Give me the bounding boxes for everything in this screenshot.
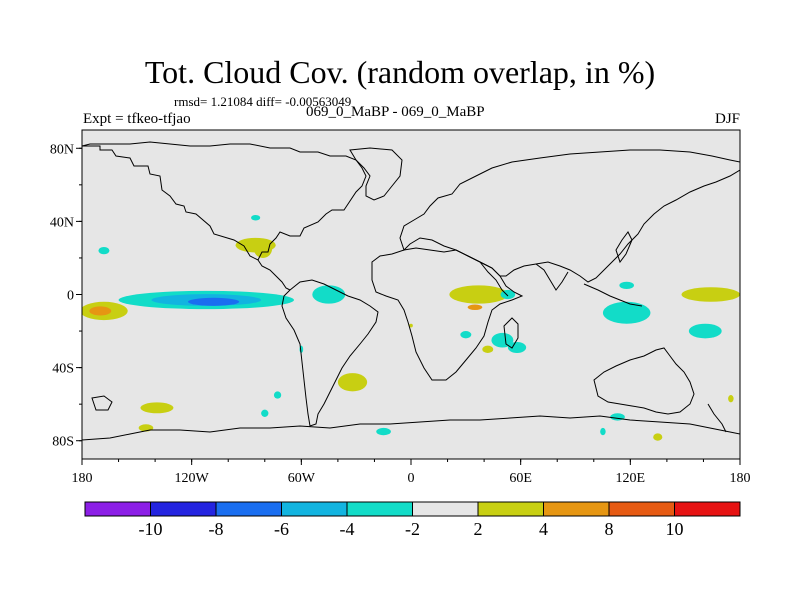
anomaly-region <box>507 342 527 353</box>
x-tick-label: 60W <box>288 471 316 486</box>
colorbar-label: -4 <box>340 519 355 539</box>
colorbar-swatch <box>543 501 610 517</box>
colorbar-swatch <box>281 501 348 517</box>
colorbar: -10 -8 -6 -4 -2 2 4 8 10 <box>84 501 741 539</box>
coast-indonesia <box>583 283 643 307</box>
colorbar-label: 4 <box>539 519 548 539</box>
anomaly-region <box>261 409 269 417</box>
colorbar-swatch <box>346 501 413 517</box>
coast-central-america <box>257 259 291 291</box>
anomaly-region <box>409 323 413 328</box>
coast-arabia <box>479 261 509 297</box>
anomaly-region <box>460 331 472 339</box>
anomaly-region <box>619 281 634 290</box>
x-tick-label: 120E <box>616 471 646 486</box>
anomaly-region <box>688 323 722 339</box>
x-tick-label: 180 <box>730 471 751 486</box>
case-label: 069_0_MaBP - 069_0_MaBP <box>306 104 485 120</box>
x-tick-label: 180 <box>72 471 93 486</box>
anomaly-region <box>273 391 282 399</box>
anomaly-region <box>337 373 368 392</box>
coast-australia <box>593 347 695 415</box>
coast-new-zealand <box>707 403 727 433</box>
coast-india <box>535 263 569 291</box>
colorbar-swatch <box>412 501 479 517</box>
anomaly-region <box>681 287 740 302</box>
season-label: DJF <box>714 111 740 127</box>
anomaly-region <box>728 395 734 403</box>
colorbar-swatch <box>150 501 217 517</box>
anomaly-region <box>253 239 273 258</box>
colorbar-label: 8 <box>605 519 614 539</box>
coast-greenland <box>349 147 403 201</box>
coast-south-america <box>281 279 379 427</box>
anomaly-region <box>312 285 346 304</box>
coast-madagascar <box>503 317 519 349</box>
plot-title: Tot. Cloud Cov. (random overlap, in %) <box>144 54 656 90</box>
colorbar-label: -6 <box>274 519 289 539</box>
anomaly-region <box>491 332 514 348</box>
anomaly-region <box>482 345 494 353</box>
anomaly-region <box>449 285 508 304</box>
anomaly-region <box>251 214 261 221</box>
colorbar-swatch <box>608 501 675 517</box>
anomaly-region <box>98 246 110 255</box>
anomaly-region <box>140 402 174 414</box>
anomaly-region <box>653 433 663 441</box>
anomaly-region <box>376 427 391 436</box>
anomaly-region <box>89 306 112 316</box>
anomaly-region <box>602 301 651 324</box>
y-tick-label: 40N <box>50 215 74 230</box>
coast-antarctic-islands <box>91 395 113 411</box>
y-tick-label: 40S <box>52 362 74 377</box>
colorbar-label: -8 <box>209 519 224 539</box>
colorbar-label: 10 <box>666 519 684 539</box>
colorbar-label: -2 <box>405 519 420 539</box>
y-tick-label: 80S <box>52 435 74 450</box>
coast-japan <box>615 231 633 264</box>
coast-north-america <box>82 141 367 261</box>
colorbar-swatch <box>84 501 151 517</box>
coastlines <box>82 141 740 441</box>
x-tick-label: 120W <box>175 471 210 486</box>
colorbar-swatch <box>477 501 544 517</box>
coast-antarctica <box>82 415 740 441</box>
x-tick-label: 60E <box>509 471 532 486</box>
x-axis: 180 120W 60W 0 60E 120E 180 <box>72 459 751 486</box>
x-tick-label: 0 <box>408 471 415 486</box>
anomaly-region <box>188 297 240 306</box>
y-tick-label: 0 <box>67 289 74 304</box>
coast-afro-eurasia <box>371 247 524 381</box>
anomaly-region <box>467 304 483 311</box>
stats-label: rmsd= 1.21084 diff= -0.00563049 <box>174 94 352 109</box>
anomaly-layer <box>82 214 740 441</box>
anomaly-region <box>600 427 606 436</box>
colorbar-swatch <box>674 501 741 517</box>
experiment-label: Expt = tfkeo-tfjao <box>83 111 191 127</box>
y-tick-label: 80N <box>50 142 74 157</box>
colorbar-swatch <box>215 501 282 517</box>
colorbar-label: 2 <box>474 519 483 539</box>
coast-eurasia <box>399 149 740 283</box>
y-axis: 80N 40N 0 40S 80S <box>50 142 82 450</box>
colorbar-label: -10 <box>139 519 163 539</box>
